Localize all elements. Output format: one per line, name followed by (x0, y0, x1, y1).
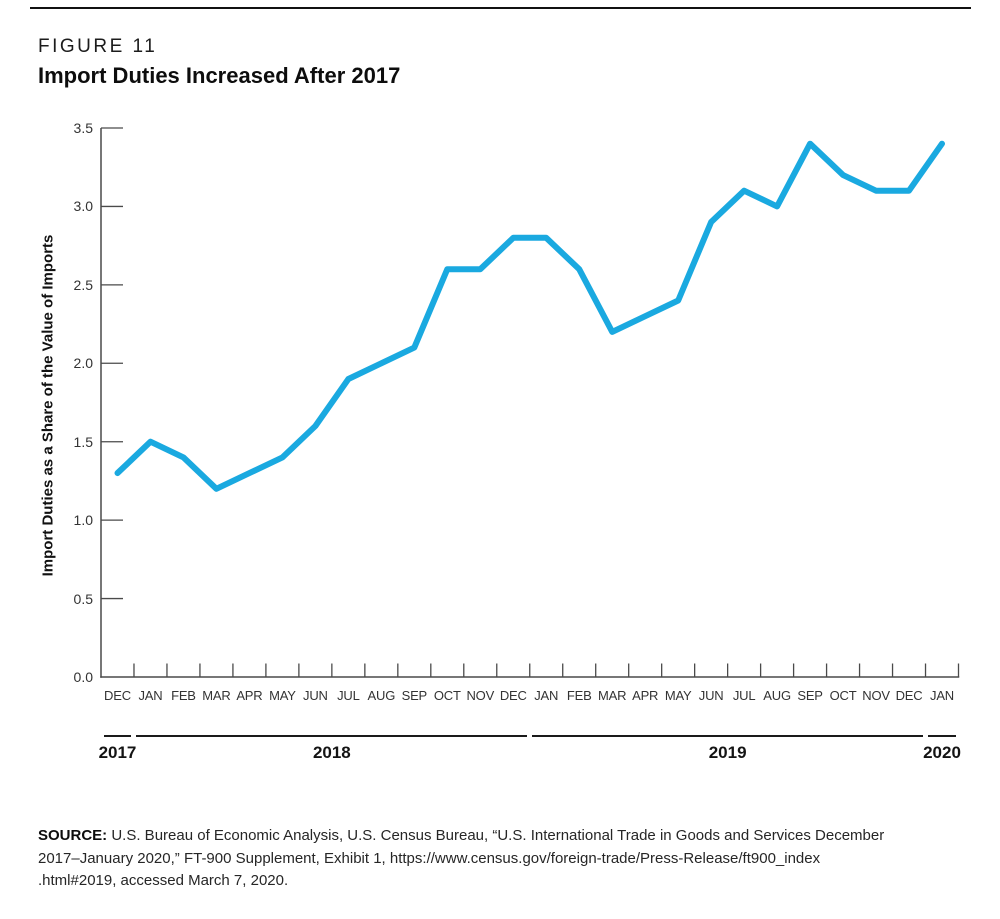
x-tick-label-month: APR (632, 688, 659, 703)
x-tick-label-month: DEC (895, 688, 923, 703)
source-line-1: U.S. Bureau of Economic Analysis, U.S. C… (111, 827, 885, 844)
x-tick-label-month: NOV (466, 688, 495, 703)
figure-number: FIGURE 11 (38, 36, 158, 57)
figure-title: Import Duties Increased After 2017 (38, 63, 401, 88)
source-line-3: .html#2019, accessed March 7, 2020. (38, 872, 289, 889)
top-rule-divider (30, 7, 971, 9)
x-tick-label-month: JUL (337, 688, 360, 703)
year-label: 2019 (708, 743, 747, 762)
x-tick-label-month: JUL (732, 688, 756, 703)
x-tick-label-month: MAR (598, 688, 627, 703)
x-tick-label-month: JAN (138, 688, 163, 703)
x-tick-label-month: FEB (566, 688, 592, 703)
x-tick-label-month: JUN (303, 688, 328, 703)
line-chart: 0.0 0.5 1.0 1.5 2.0 2.5 3.0 3.5 DEC JAN FEB MAR APR M… (73, 120, 961, 762)
y-tick-label: 3.5 (73, 120, 93, 136)
x-tick-label-month: AUG (763, 688, 791, 703)
y-tick-label: 3.0 (73, 198, 93, 215)
year-label: 2017 (98, 743, 137, 762)
x-tick-label-month: OCT (433, 688, 461, 703)
source-line-2: 2017–January 2020,” FT-900 Supplement, E… (38, 849, 821, 867)
y-tick-label: 1.5 (73, 433, 93, 450)
x-tick-label-month: FEB (171, 688, 196, 703)
import-duties-series-line (114, 140, 945, 492)
x-tick-label-month: JUN (698, 688, 724, 703)
y-tick-label: 1.0 (73, 512, 93, 529)
year-label: 2020 (923, 743, 961, 762)
x-tick-label-month: SEP (401, 688, 428, 703)
x-tick-label-month: SEP (797, 688, 823, 703)
x-tick-label-month: AUG (367, 688, 396, 703)
y-tick-label: 2.5 (73, 276, 93, 293)
source-note: SOURCE: U.S. Bureau of Economic Analysis… (38, 825, 946, 893)
y-tick-label: 2.0 (73, 355, 93, 372)
year-divider-line (136, 735, 528, 737)
y-tick-label: 0.5 (73, 590, 93, 607)
x-tick-label-month: DEC (499, 688, 527, 703)
y-tick-label: 0.0 (73, 669, 93, 685)
x-tick-label-month: DEC (104, 688, 131, 703)
x-tick-label-month: OCT (829, 688, 857, 703)
chart-canvas (100, 127, 960, 678)
source-label: SOURCE: (38, 827, 108, 844)
x-tick-label-month: JAN (534, 688, 559, 703)
year-divider-line (103, 735, 132, 737)
x-tick-label-month: MAY (664, 688, 692, 703)
x-tick-label-month: NOV (862, 688, 890, 703)
x-tick-label-month: JAN (930, 688, 954, 703)
year-divider-line (928, 735, 956, 737)
x-tick-label-month: MAR (202, 688, 231, 703)
year-divider-line (532, 735, 924, 737)
x-tick-label-month: MAY (269, 688, 296, 703)
x-tick-label-month: APR (236, 688, 263, 703)
year-label: 2018 (312, 743, 351, 762)
